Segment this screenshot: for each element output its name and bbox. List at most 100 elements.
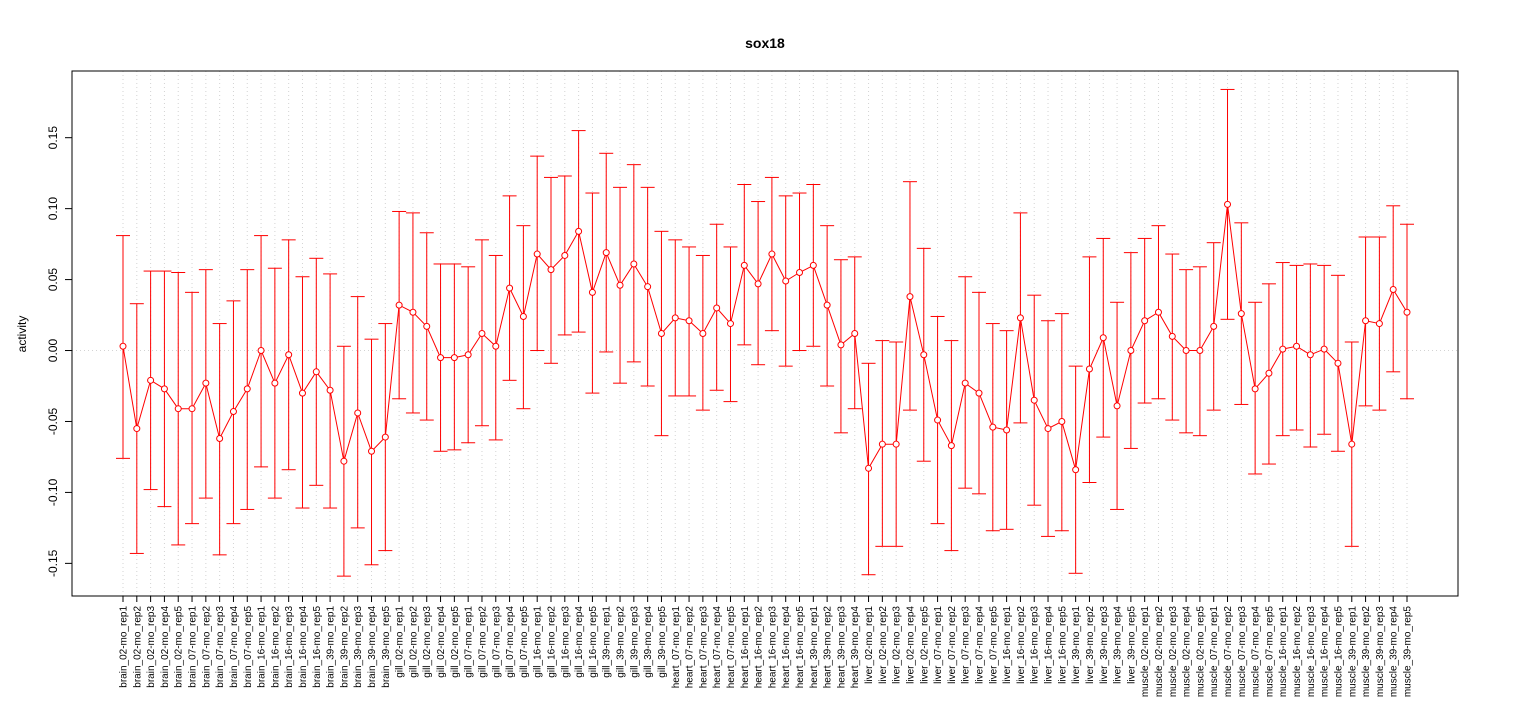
- x-tick-label: muscle_16-mo_rep3: [1306, 606, 1317, 698]
- data-point: [1141, 317, 1149, 325]
- data-point: [354, 409, 362, 417]
- x-tick-label: gill_16-mo_rep1: [533, 606, 544, 678]
- x-tick-label: heart_16-mo_rep4: [781, 606, 792, 689]
- data-point: [823, 301, 831, 309]
- x-tick-label: brain_02-mo_rep1: [119, 606, 130, 688]
- y-axis: -0.15 -0.10 -0.05 0.00 0.05 0.10 0.15: [46, 126, 73, 577]
- data-series: [116, 88, 1414, 577]
- data-point: [437, 354, 445, 362]
- data-point: [740, 261, 748, 269]
- x-tick-label: heart_07-mo_rep3: [698, 606, 709, 689]
- data-point: [216, 435, 224, 442]
- x-tick-label: muscle_02-mo_rep1: [1140, 606, 1151, 698]
- y-tick-label: -0.10: [46, 478, 60, 506]
- x-tick-label: liver_02-mo_rep4: [905, 606, 916, 684]
- x-tick-label: brain_39-mo_rep3: [353, 606, 364, 688]
- data-point: [1085, 365, 1093, 373]
- data-point: [616, 281, 624, 289]
- data-point: [409, 308, 417, 316]
- data-point: [340, 457, 348, 465]
- x-tick-label: brain_02-mo_rep3: [146, 606, 157, 688]
- data-point: [1210, 322, 1218, 330]
- data-point: [892, 440, 900, 448]
- x-tick-label: gill_07-mo_rep5: [519, 606, 530, 678]
- x-tick-label: gill_39-mo_rep3: [629, 606, 640, 678]
- data-point: [878, 440, 886, 448]
- x-tick-label: liver_07-mo_rep2: [947, 606, 958, 684]
- x-tick-label: brain_16-mo_rep4: [298, 606, 309, 688]
- data-point: [492, 342, 500, 350]
- data-point: [368, 447, 376, 455]
- data-point: [685, 317, 693, 325]
- y-tick-label: 0.00: [46, 339, 60, 363]
- x-tick-label: brain_02-mo_rep4: [160, 606, 171, 688]
- data-point: [174, 405, 182, 413]
- data-point: [298, 389, 306, 397]
- data-point: [257, 347, 265, 355]
- data-point: [1334, 359, 1342, 367]
- data-point: [602, 249, 610, 257]
- data-point: [464, 351, 472, 359]
- x-tick-label: muscle_16-mo_rep1: [1278, 606, 1289, 698]
- x-tick-label: liver_02-mo_rep2: [878, 606, 889, 684]
- x-tick-label: brain_07-mo_rep1: [188, 606, 199, 688]
- x-tick-label: liver_02-mo_rep5: [919, 606, 930, 684]
- data-point: [920, 351, 928, 359]
- x-tick-label: heart_39-mo_rep4: [850, 606, 861, 689]
- data-point: [906, 293, 914, 301]
- x-tick-label: liver_39-mo_rep2: [1085, 606, 1096, 684]
- x-tick-label: muscle_02-mo_rep5: [1195, 606, 1206, 698]
- x-tick-label: gill_02-mo_rep4: [436, 606, 447, 678]
- data-point: [1265, 369, 1273, 377]
- y-tick-label: 0.10: [46, 197, 60, 221]
- x-tick-label: muscle_07-mo_rep2: [1223, 606, 1234, 698]
- x-tick-label: muscle_39-mo_rep3: [1375, 606, 1386, 698]
- data-point: [1389, 286, 1397, 294]
- x-tick-label: liver_16-mo_rep5: [1057, 606, 1068, 684]
- data-point: [133, 425, 141, 433]
- x-tick-label: muscle_16-mo_rep4: [1320, 606, 1331, 698]
- chart-title: sox18: [745, 35, 785, 51]
- x-tick-label: muscle_39-mo_rep5: [1403, 606, 1414, 698]
- data-point: [782, 277, 790, 285]
- data-point: [1154, 308, 1162, 316]
- data-point: [519, 312, 527, 320]
- data-point: [989, 423, 997, 431]
- x-tick-label: heart_07-mo_rep5: [726, 606, 737, 689]
- data-point: [1030, 396, 1038, 404]
- y-axis-label: activity: [15, 316, 29, 353]
- data-point: [478, 330, 486, 337]
- data-point: [243, 385, 251, 393]
- x-tick-label: brain_39-mo_rep2: [339, 606, 350, 688]
- data-point: [1375, 320, 1383, 328]
- data-point: [671, 314, 679, 322]
- data-point: [1348, 440, 1356, 448]
- data-point: [726, 320, 734, 328]
- x-tick-label: liver_16-mo_rep2: [1016, 606, 1027, 684]
- x-tick-label: brain_39-mo_rep1: [326, 606, 337, 688]
- x-tick-label: brain_16-mo_rep1: [257, 606, 268, 688]
- data-point: [575, 227, 583, 235]
- x-tick-label: gill_16-mo_rep5: [588, 606, 599, 678]
- data-point: [947, 442, 955, 450]
- x-tick-label: heart_39-mo_rep2: [823, 606, 834, 689]
- x-tick-label: liver_07-mo_rep4: [975, 606, 986, 684]
- data-point: [630, 260, 638, 268]
- x-tick-label: gill_16-mo_rep3: [560, 606, 571, 678]
- data-point: [1237, 310, 1245, 318]
- x-tick-label: heart_07-mo_rep1: [671, 606, 682, 689]
- x-tick-label: gill_02-mo_rep2: [408, 606, 419, 678]
- x-tick-label: liver_16-mo_rep4: [1044, 606, 1055, 684]
- data-point: [271, 379, 279, 387]
- x-tick-label: heart_16-mo_rep3: [767, 606, 778, 689]
- x-tick-label: heart_07-mo_rep2: [685, 606, 696, 689]
- data-point: [1306, 351, 1314, 359]
- x-tick-label: liver_07-mo_rep5: [988, 606, 999, 684]
- data-point: [285, 351, 293, 359]
- data-point: [1293, 342, 1301, 350]
- data-point: [1362, 317, 1370, 325]
- data-point: [809, 261, 817, 269]
- x-tick-label: liver_07-mo_rep3: [961, 606, 972, 684]
- data-point: [699, 330, 707, 337]
- x-tick-label: heart_16-mo_rep1: [740, 606, 751, 689]
